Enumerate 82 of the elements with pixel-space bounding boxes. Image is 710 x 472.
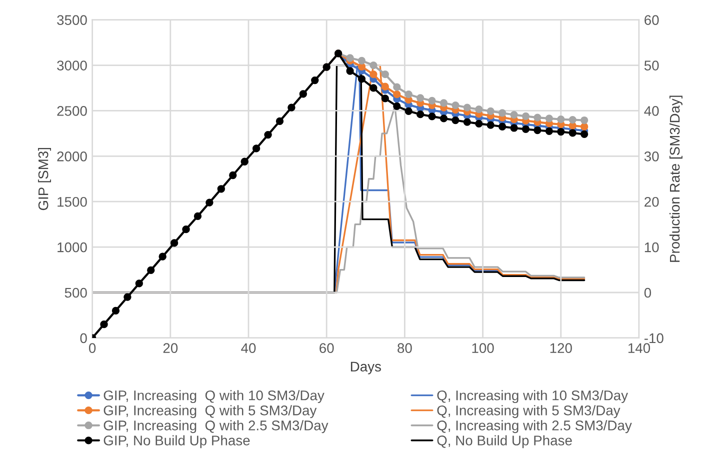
point — [416, 110, 424, 118]
y2-tick-label: 60 — [644, 15, 659, 25]
point — [475, 106, 483, 114]
point — [534, 114, 542, 122]
point — [498, 109, 506, 117]
y2-axis-title: Production Rate [SM3/Day] — [669, 96, 682, 262]
x-tick-label: 20 — [163, 343, 178, 354]
legend-label: GIP, Increasing Q with 10 SM3/Day — [104, 390, 324, 404]
y-tick-label: 2500 — [57, 106, 87, 116]
x-tick-label: 0 — [88, 343, 96, 354]
y2-tick-label: -10 — [644, 333, 664, 344]
legend-label: GIP, No Build Up Phase — [104, 435, 250, 448]
point — [580, 130, 588, 138]
y-tick-label: 500 — [64, 288, 87, 298]
point — [510, 124, 518, 132]
point — [486, 121, 494, 129]
y2-tick-label: 50 — [644, 60, 659, 70]
point — [393, 90, 401, 98]
point — [404, 107, 412, 115]
point — [358, 75, 366, 83]
point — [486, 107, 494, 115]
legend-label: Q, Increasing with 2.5 SM3/Day — [437, 420, 632, 434]
y2-tick-label: 40 — [644, 106, 659, 116]
point — [416, 94, 424, 102]
y-tick-label: 3500 — [57, 15, 87, 25]
point — [463, 104, 471, 112]
point — [545, 127, 554, 135]
point — [568, 129, 576, 137]
point — [393, 102, 401, 110]
point — [545, 114, 554, 122]
x-tick-label: 140 — [628, 343, 650, 354]
y2-tick-label: 30 — [644, 152, 659, 162]
point — [346, 67, 354, 75]
point — [580, 122, 588, 130]
point — [463, 118, 471, 126]
point — [452, 116, 460, 124]
point — [370, 61, 378, 70]
point — [381, 94, 389, 102]
legend-label: GIP, Increasing Q with 2.5 SM3/Day — [104, 420, 328, 434]
point — [568, 116, 576, 124]
y-tick-label: 2000 — [57, 152, 87, 162]
point — [475, 120, 483, 128]
point — [358, 62, 366, 70]
y-tick-label: 1000 — [58, 242, 87, 252]
point — [381, 82, 389, 90]
legend-label: GIP, Increasing Q with 5 SM3/Day — [104, 405, 317, 418]
point — [522, 125, 530, 133]
y-tick-label: 1500 — [58, 196, 87, 207]
point — [370, 84, 378, 92]
legend-label: Q, Increasing with 5 SM3/Day — [437, 405, 620, 418]
y-tick-label: 0 — [80, 333, 87, 344]
x-tick-label: 60 — [320, 343, 334, 354]
y-axis-title: GIP [SM3] — [38, 148, 51, 210]
x-tick-label: 40 — [241, 343, 256, 354]
point — [428, 96, 436, 105]
x-tick-label: 100 — [472, 343, 494, 354]
point — [370, 70, 378, 78]
point — [580, 116, 588, 124]
point — [557, 128, 565, 136]
y2-tick-label: 10 — [644, 242, 659, 252]
x-tick-label: 120 — [550, 343, 572, 354]
point — [440, 99, 448, 107]
y2-tick-label: 0 — [644, 288, 652, 298]
point — [393, 83, 401, 91]
point — [404, 90, 412, 98]
point — [534, 126, 542, 134]
point — [346, 54, 354, 62]
point — [358, 56, 366, 65]
point — [557, 116, 565, 124]
legend-label: Q, No Build Up Phase — [437, 435, 572, 448]
point — [452, 101, 460, 110]
point — [510, 110, 518, 119]
point — [440, 114, 448, 122]
point — [522, 112, 530, 120]
point — [428, 112, 436, 120]
x-tick-label: 80 — [398, 343, 412, 354]
x-axis-title: Days — [350, 362, 381, 374]
point — [381, 70, 389, 78]
legend-label: Q, Increasing with 10 SM3/Day — [437, 390, 628, 404]
point — [498, 122, 506, 130]
y2-tick-label: 20 — [644, 196, 659, 207]
y-tick-label: 3000 — [57, 60, 87, 70]
